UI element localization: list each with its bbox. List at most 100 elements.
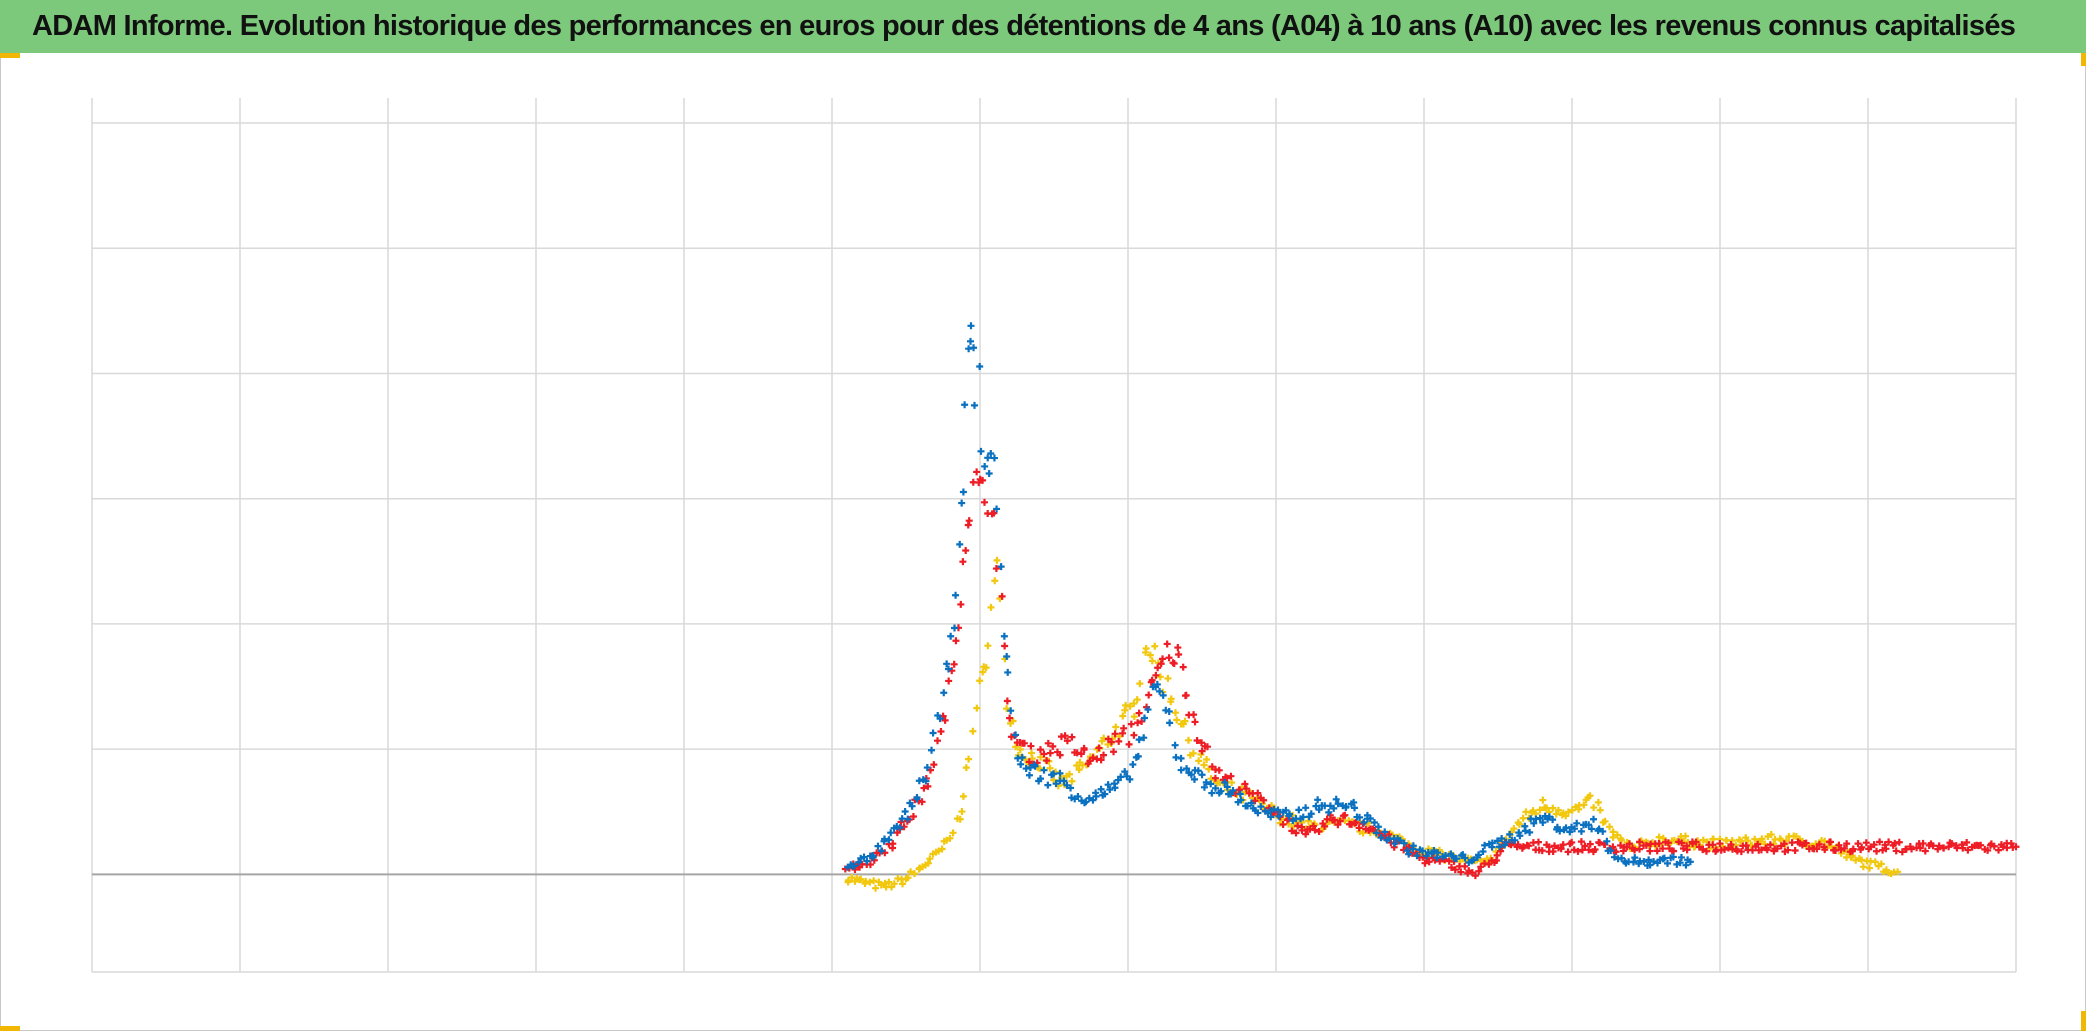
series-3-point: [1413, 852, 1421, 860]
series-3-point: [1177, 766, 1185, 774]
series-3-point: [1104, 781, 1112, 789]
series-1-point: [1609, 833, 1617, 841]
series-3-point: [1126, 775, 1134, 783]
series-2-point: [1089, 754, 1097, 762]
series-3-point: [1165, 707, 1173, 715]
series-2-point: [1835, 841, 1843, 849]
series-1-point: [1767, 831, 1775, 839]
series-3-point: [1040, 766, 1048, 774]
series-3-point: [1237, 796, 1245, 804]
series-2-point: [1179, 663, 1187, 671]
series-3-point: [1461, 854, 1469, 862]
series-3-point: [887, 829, 895, 837]
series-3-point: [1121, 768, 1129, 776]
series-3-point: [1577, 827, 1585, 835]
series-3-point: [1036, 775, 1044, 783]
series-2-point: [1763, 846, 1771, 854]
series-2-point: [1049, 742, 1057, 750]
series-2-point: [1929, 842, 1937, 850]
series-3-point: [952, 591, 960, 599]
series-2-point: [1870, 841, 1878, 849]
series-3-point: [1025, 771, 1033, 779]
series-2-point: [1227, 772, 1235, 780]
series-2-point: [1163, 640, 1171, 648]
series-2-point: [1940, 844, 1948, 852]
series-3-point: [850, 862, 858, 870]
series-2-point: [957, 600, 965, 608]
series-3-point: [1007, 707, 1015, 715]
series-2-point: [1935, 842, 1943, 850]
series-1-point: [962, 764, 970, 772]
series-1-point: [885, 878, 893, 886]
series-2-point: [1977, 841, 1985, 849]
series-1-point: [1580, 801, 1588, 809]
series-3-point: [1677, 853, 1685, 861]
series-2-point: [1170, 660, 1178, 668]
series-1-point: [1009, 717, 1017, 725]
series-2-point: [1134, 719, 1142, 727]
series-1-point: [1737, 837, 1744, 845]
series-2-point: [1130, 731, 1138, 739]
series-3-point: [1236, 790, 1244, 798]
series-3-point: [1372, 829, 1380, 837]
series-2-point: [1990, 842, 1998, 850]
series-1-point: [866, 878, 874, 886]
series-2-point: [1341, 811, 1349, 819]
series-1-point: [1728, 836, 1736, 844]
series-3-point: [1686, 858, 1694, 866]
series-2-point: [1061, 732, 1069, 740]
series-3-point: [913, 795, 921, 803]
series-3-point: [1381, 828, 1389, 836]
series-1-point: [1112, 723, 1120, 731]
series-2-point: [1876, 838, 1884, 846]
series-3-point: [1374, 823, 1382, 831]
series-3-point: [1493, 837, 1501, 845]
series-3-point: [1669, 853, 1677, 861]
series-3-point: [1590, 815, 1597, 823]
series-2-point: [1190, 711, 1198, 719]
series-2-point: [1699, 846, 1707, 854]
series-2-point: [1254, 789, 1262, 797]
series-2-point: [1612, 848, 1620, 856]
series-3-point: [1017, 760, 1025, 768]
series-3-point: [985, 470, 993, 478]
series-3-point: [1217, 787, 1225, 795]
series-2-point: [1549, 848, 1557, 856]
series-3-point: [1453, 855, 1461, 863]
series-1-point: [904, 874, 912, 882]
series-2-point: [1223, 774, 1231, 782]
series-2-point: [1044, 739, 1052, 747]
series-1-point: [1562, 812, 1570, 820]
series-3-point: [1171, 741, 1179, 749]
series-2-point: [941, 716, 949, 724]
series-3-point: [943, 660, 951, 668]
series-2-point: [1702, 847, 1710, 855]
series-3-point: [990, 454, 998, 462]
series-2-point: [1027, 742, 1035, 750]
series-1-point: [1590, 804, 1598, 812]
series-2-point: [1321, 822, 1329, 830]
series-2-point: [1749, 846, 1757, 854]
series-3-point: [863, 857, 871, 865]
series-2-point: [973, 468, 981, 476]
series-2-point: [1815, 840, 1823, 848]
series-3-point: [1342, 803, 1350, 811]
series-3-point: [997, 563, 1005, 571]
series-2-point: [1642, 841, 1650, 849]
series-3-point: [1488, 839, 1496, 847]
series-3-point: [1409, 842, 1417, 850]
series-3-point: [1430, 847, 1438, 855]
series-3-point: [1588, 825, 1596, 833]
series-3-point: [1223, 783, 1231, 791]
series-2-point: [1788, 839, 1796, 847]
series-2-point: [1198, 739, 1206, 747]
series-1-point: [1016, 745, 1024, 753]
series-1-point: [870, 877, 878, 885]
series-2-point: [1636, 838, 1644, 846]
series-3-point: [1676, 859, 1684, 867]
series-2-point: [1334, 821, 1342, 829]
series-2-point: [1891, 839, 1899, 847]
series-3-point: [1018, 753, 1026, 761]
series-3-point: [1082, 798, 1090, 806]
series-1-point: [910, 870, 918, 878]
